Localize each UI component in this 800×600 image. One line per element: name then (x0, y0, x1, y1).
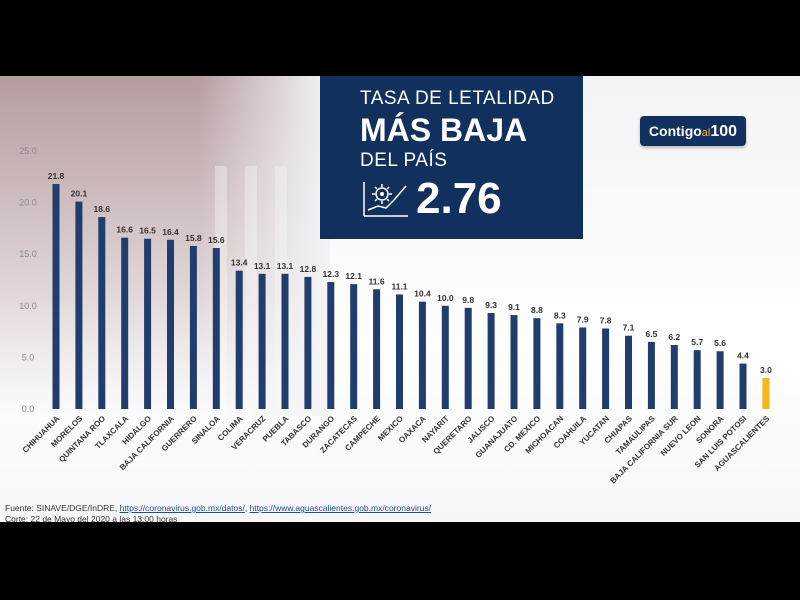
data-label: 21.8 (48, 171, 65, 181)
bar (556, 323, 564, 409)
bar (235, 270, 243, 409)
data-label: 16.4 (162, 227, 179, 237)
headline-value: 2.76 (416, 174, 502, 223)
bar (693, 350, 701, 409)
data-label: 20.1 (71, 189, 88, 199)
bar (762, 378, 770, 409)
data-label: 12.3 (323, 269, 340, 279)
source-line: Fuente: SINAVE/DGE/InDRE, https://corona… (5, 503, 431, 514)
y-tick-label: 5.0 (22, 352, 35, 362)
y-tick-label: 15.0 (19, 249, 37, 259)
bar (212, 248, 220, 409)
headline-panel: TASA DE LETALIDAD MÁS BAJA DEL PAÍS 2.76 (320, 76, 583, 239)
data-label: 10.4 (414, 289, 431, 299)
data-label: 7.9 (577, 314, 589, 324)
logo-part2: al (701, 127, 711, 139)
headline-line3: DEL PAÍS (360, 150, 448, 171)
y-tick-label: 25.0 (19, 146, 37, 156)
data-label: 8.8 (531, 305, 543, 315)
source-link-2[interactable]: https://www.aguascalientes.gob.mx/corona… (249, 503, 431, 513)
data-label: 13.1 (254, 261, 271, 271)
data-label: 9.8 (462, 295, 474, 305)
data-label: 9.3 (485, 300, 497, 310)
bar (52, 184, 60, 409)
virus-chart-icon (363, 182, 408, 217)
data-label: 3.0 (760, 365, 772, 375)
bar (441, 305, 449, 409)
source-prefix: Fuente: SINAVE/DGE/InDRE, (5, 503, 120, 513)
bar (396, 294, 403, 409)
logo-part1: Contigo (648, 123, 702, 139)
data-label: 13.4 (231, 258, 248, 268)
bar (579, 327, 587, 409)
bar (533, 318, 541, 409)
data-label: 13.1 (277, 261, 294, 271)
bar (121, 237, 129, 409)
contigo-al-100-logo: Contigoal100 (640, 116, 746, 146)
data-label: 10.0 (437, 293, 454, 303)
lethality-bar-chart: 0.05.010.015.020.025.021.8CHIHUAHUA20.1M… (19, 146, 772, 485)
data-label: 5.7 (691, 337, 703, 347)
y-tick-label: 10.0 (19, 301, 37, 311)
bar (716, 351, 724, 409)
data-label: 9.1 (508, 302, 520, 312)
data-label: 8.3 (554, 310, 566, 320)
y-tick-label: 20.0 (19, 198, 37, 208)
infographic: 0.0 5.0 10.0 15.0 20.0 25.0 21.8 CHIHUAHUA 20.1 M… (0, 76, 800, 522)
data-label: 16.5 (139, 226, 156, 236)
bar (739, 363, 747, 409)
bar (281, 273, 289, 409)
bar (487, 313, 495, 409)
source-separator: , (244, 503, 250, 513)
data-label: 18.6 (94, 204, 111, 214)
bar (75, 201, 83, 409)
data-label: 12.8 (300, 264, 317, 274)
headline-line1: TASA DE LETALIDAD (360, 88, 555, 109)
data-label: 11.6 (369, 276, 385, 286)
bar (418, 301, 426, 409)
data-label: 12.1 (345, 271, 362, 281)
bar (670, 345, 678, 409)
y-tick-label: 0.0 (22, 404, 35, 414)
data-label: 11.1 (391, 281, 407, 291)
source-link-1[interactable]: https://coronavirus.gob.mx/datos/ (119, 503, 245, 513)
data-label: 6.5 (645, 329, 657, 339)
bar (647, 341, 655, 409)
bar (304, 276, 312, 409)
data-label: 7.1 (623, 323, 635, 333)
bar (98, 217, 106, 409)
data-label: 6.2 (668, 332, 680, 342)
headline-line2: MÁS BAJA (360, 112, 528, 148)
bar (602, 328, 610, 409)
bar (144, 238, 152, 409)
bar (464, 307, 472, 409)
logo-part3: 100 (710, 123, 738, 140)
data-label: 4.4 (737, 351, 749, 361)
bar (510, 315, 518, 409)
source-footer: Fuente: SINAVE/DGE/InDRE, https://corona… (5, 503, 431, 522)
bar (189, 245, 197, 409)
bar (327, 282, 335, 409)
data-label: 15.6 (208, 235, 225, 245)
bar (350, 284, 358, 409)
data-label: 7.8 (600, 316, 612, 326)
data-label: 15.8 (185, 233, 202, 243)
bar (625, 335, 632, 409)
bar (258, 273, 266, 409)
cutoff-date: Corte: 22 de Mayo del 2020 a las 13:00 h… (5, 514, 178, 522)
bar (167, 239, 174, 409)
bar (373, 289, 381, 409)
data-label: 5.6 (714, 338, 726, 348)
data-label: 16.6 (116, 225, 133, 235)
